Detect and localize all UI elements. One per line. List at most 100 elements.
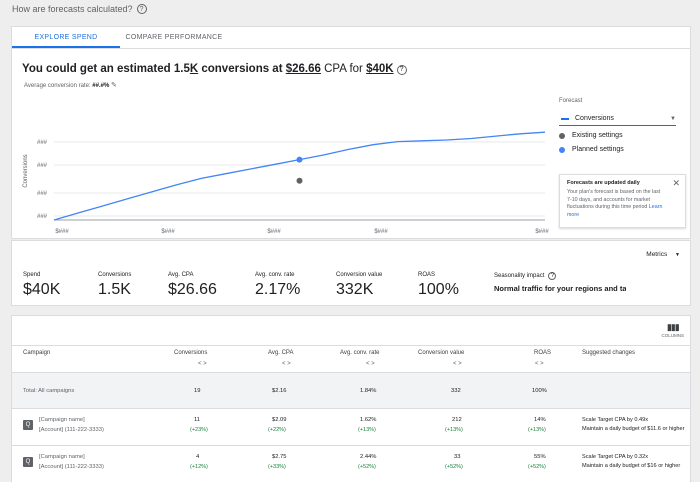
- col-campaign[interactable]: Campaign: [23, 350, 51, 356]
- headline-prefix: You could get an estimated 1.5: [22, 63, 190, 75]
- seasonality-label: Seasonality impact ?: [494, 272, 557, 280]
- existing-settings-point: [296, 177, 303, 184]
- suggestion-line-2: Maintain a daily budget of $11.6 or high…: [582, 426, 685, 432]
- learn-more-link[interactable]: Learn more: [567, 204, 663, 219]
- metric-value: 1.5K: [98, 281, 131, 298]
- avg-conversion-rate: Average conversion rate: ##.#% ✎: [24, 81, 117, 89]
- total-conversion-value: 332: [451, 388, 461, 394]
- edit-pencil-icon[interactable]: ✎: [110, 82, 117, 89]
- col-avg-conv-rate[interactable]: Avg. conv. rate: [340, 350, 380, 356]
- total-avg-conv-rate: 1.84%: [360, 388, 377, 394]
- help-text: How are forecasts calculated?: [12, 4, 133, 14]
- row-avg-conv-rate-delta: (+52%): [358, 464, 376, 470]
- metric-roas: ROAS 100%: [418, 272, 459, 299]
- row-roas: 14%: [534, 417, 546, 423]
- campaign-table-card: ▮▮▮ COLUMNS Campaign Conversions Avg. CP…: [11, 315, 691, 482]
- row-avg-cpa: $2.75: [272, 454, 287, 460]
- table-row[interactable]: Q [Campaign name] [Account] (111-222-333…: [12, 445, 690, 481]
- y-tick-label: ###: [37, 214, 48, 220]
- forecast-card: EXPLORE SPEND COMPARE PERFORMANCE You co…: [11, 26, 691, 250]
- suggestion-line-2: Maintain a daily budget of $16 or higher: [582, 463, 681, 469]
- row-conversions-delta: (+12%): [190, 464, 208, 470]
- metrics-dropdown[interactable]: Metrics ▼: [646, 251, 680, 258]
- headline-mid2: CPA for: [320, 63, 367, 75]
- headline-spend[interactable]: $40K: [366, 63, 394, 75]
- sort-roas-icon[interactable]: < >: [535, 361, 544, 367]
- seasonality-help-icon[interactable]: ?: [548, 272, 557, 280]
- metrics-card: Metrics ▼ Spend $40K Conversions 1.5K Av…: [11, 240, 691, 306]
- info-body-text: Your plan's forecast is based on the las…: [567, 189, 661, 211]
- row-avg-cpa: $2.09: [272, 417, 287, 423]
- metric-label: Avg. conv. rate: [255, 272, 295, 278]
- search-campaign-icon: Q: [23, 457, 33, 467]
- question-icon[interactable]: ?: [136, 4, 147, 14]
- forecast-chart[interactable]: ############$###$###$###$###$###SpendCon…: [12, 97, 552, 257]
- forecast-selected-value: Conversions: [575, 115, 614, 122]
- headline-cpa[interactable]: $26.66: [285, 63, 321, 75]
- caret-down-icon: ▼: [670, 115, 676, 122]
- x-tick-label: $###: [161, 229, 175, 235]
- sort-avg-conv-rate-icon[interactable]: < >: [366, 361, 375, 367]
- seasonality-value: Normal traffic for your regions and targ…: [494, 284, 626, 293]
- avg-rate-value: ##.#%: [92, 83, 110, 89]
- planned-dot-icon: [559, 146, 565, 153]
- info-body: Your plan's forecast is based on the las…: [567, 189, 665, 220]
- col-conversions[interactable]: Conversions: [174, 350, 208, 356]
- metric-spend: Spend $40K: [23, 272, 60, 299]
- row-avg-conv-rate: 1.62%: [360, 417, 377, 423]
- tab-compare-performance[interactable]: COMPARE PERFORMANCE: [125, 34, 223, 41]
- sort-avg-cpa-icon[interactable]: < >: [282, 361, 291, 367]
- sort-conversion-value-icon[interactable]: < >: [453, 361, 462, 367]
- campaign-name[interactable]: [Campaign name]: [39, 454, 85, 460]
- series-line-swatch: [561, 117, 569, 120]
- col-suggested-changes: Suggested changes: [582, 350, 636, 356]
- total-avg-cpa: $2.16: [272, 388, 287, 394]
- metric-label: Conversion value: [336, 272, 383, 278]
- sort-conversions-icon[interactable]: < >: [198, 361, 207, 367]
- metric-value: $40K: [23, 281, 61, 298]
- y-tick-label: ###: [37, 191, 48, 197]
- forecast-dropdown-label: Forecast: [559, 98, 583, 104]
- row-avg-conv-rate-delta: (+13%): [358, 427, 376, 433]
- close-icon[interactable]: ✕: [672, 178, 680, 188]
- col-avg-cpa[interactable]: Avg. CPA: [268, 350, 294, 356]
- campaign-name[interactable]: [Campaign name]: [39, 417, 85, 423]
- table-row[interactable]: Q [Campaign name] [Account] (111-222-333…: [12, 408, 690, 444]
- row-conversion-value-delta: (+52%): [445, 464, 463, 470]
- tab-bar: EXPLORE SPEND COMPARE PERFORMANCE: [12, 27, 690, 49]
- row-avg-conv-rate: 2.44%: [360, 454, 377, 460]
- row-conversions: 4: [196, 454, 200, 460]
- metric-label: ROAS: [418, 272, 436, 278]
- col-conversion-value[interactable]: Conversion value: [418, 350, 465, 356]
- row-conversions: 11: [194, 417, 201, 423]
- row-avg-cpa-delta: (+22%): [268, 427, 286, 433]
- table-total-row: Total: All campaigns 19 $2.16 1.84% 332 …: [12, 372, 690, 408]
- search-campaign-icon: Q: [23, 420, 33, 430]
- legend-existing-settings: Existing settings: [559, 132, 623, 139]
- col-roas[interactable]: ROAS: [534, 350, 552, 356]
- forecast-headline: You could get an estimated 1.5K conversi…: [22, 63, 407, 76]
- row-conversion-value: 33: [454, 454, 461, 460]
- avg-rate-label: Average conversion rate:: [24, 83, 93, 89]
- y-tick-label: ###: [37, 140, 48, 146]
- forecast-metric-select[interactable]: Conversions ▼: [559, 112, 676, 126]
- row-roas-delta: (+52%): [528, 464, 546, 470]
- y-tick-label: ###: [37, 163, 48, 169]
- suggestion-line-1: Scale Target CPA by 0.49x: [582, 417, 649, 423]
- x-tick-label: $###: [374, 229, 388, 235]
- tab-explore-spend[interactable]: EXPLORE SPEND: [12, 27, 120, 48]
- metric-label: Spend: [23, 272, 41, 278]
- metric-value: 2.17%: [255, 281, 301, 298]
- suggestion-line-1: Scale Target CPA by 0.32x: [582, 454, 649, 460]
- headline-help-icon[interactable]: ?: [396, 64, 407, 75]
- forecast-help-link[interactable]: How are forecasts calculated? ?: [12, 4, 147, 14]
- columns-button[interactable]: ▮▮▮ COLUMNS: [661, 322, 684, 338]
- x-tick-label: $###: [55, 229, 69, 235]
- info-title: Forecasts are updated daily: [567, 180, 640, 186]
- row-roas: 55%: [534, 454, 546, 460]
- headline-k[interactable]: K: [189, 63, 199, 75]
- campaign-account: [Account] (111-222-3333): [39, 464, 104, 470]
- row-conversions-delta: (+23%): [190, 427, 208, 433]
- row-avg-cpa-delta: (+33%): [268, 464, 286, 470]
- x-tick-label: $###: [267, 229, 281, 235]
